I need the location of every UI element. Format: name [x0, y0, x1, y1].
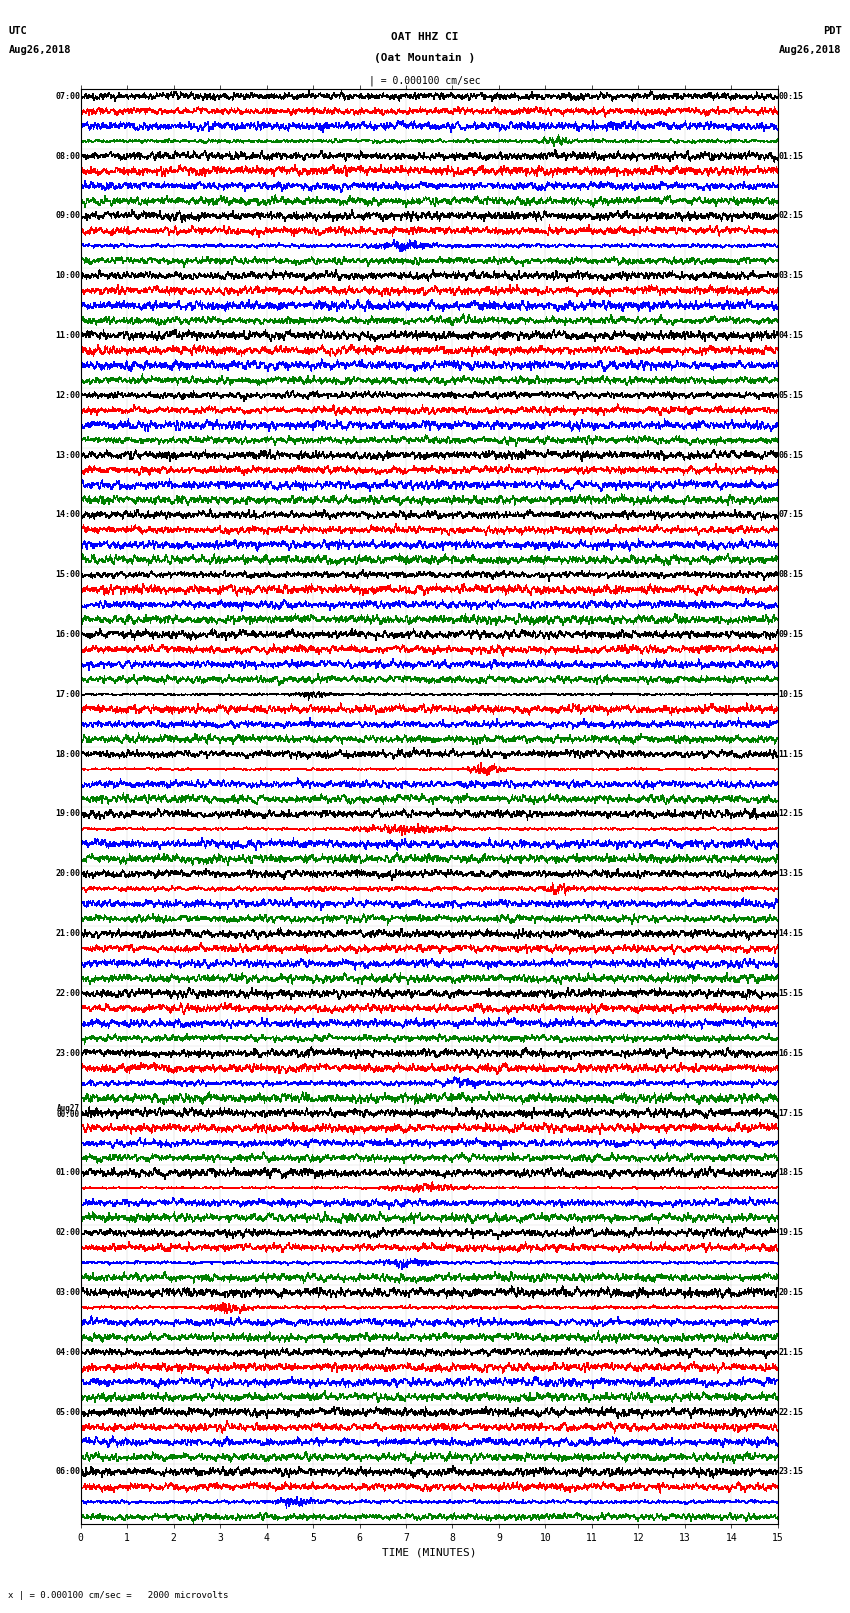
Text: 09:15: 09:15 [779, 631, 803, 639]
Text: OAT HHZ CI: OAT HHZ CI [391, 32, 459, 42]
Text: 07:00: 07:00 [55, 92, 80, 100]
Text: 16:15: 16:15 [779, 1048, 803, 1058]
Text: 08:00: 08:00 [55, 152, 80, 161]
Text: 20:00: 20:00 [55, 869, 80, 879]
Text: Aug26,2018: Aug26,2018 [8, 45, 71, 55]
Text: 10:00: 10:00 [55, 271, 80, 281]
Text: 08:15: 08:15 [779, 571, 803, 579]
Text: 11:00: 11:00 [55, 331, 80, 340]
Text: 03:00: 03:00 [55, 1289, 80, 1297]
Text: 23:00: 23:00 [55, 1048, 80, 1058]
Text: 01:15: 01:15 [779, 152, 803, 161]
Text: 05:00: 05:00 [55, 1408, 80, 1416]
Text: 02:00: 02:00 [55, 1227, 80, 1237]
Text: 17:15: 17:15 [779, 1108, 803, 1118]
Text: 04:15: 04:15 [779, 331, 803, 340]
Text: x | = 0.000100 cm/sec =   2000 microvolts: x | = 0.000100 cm/sec = 2000 microvolts [8, 1590, 229, 1600]
Text: 02:15: 02:15 [779, 211, 803, 221]
Text: 22:00: 22:00 [55, 989, 80, 998]
Text: 04:00: 04:00 [55, 1348, 80, 1357]
Text: 06:15: 06:15 [779, 450, 803, 460]
Text: 12:00: 12:00 [55, 390, 80, 400]
Text: 00:00: 00:00 [57, 1110, 80, 1119]
Text: 14:15: 14:15 [779, 929, 803, 939]
Text: 05:15: 05:15 [779, 390, 803, 400]
Text: 15:00: 15:00 [55, 571, 80, 579]
Text: 10:15: 10:15 [779, 690, 803, 698]
Text: 21:15: 21:15 [779, 1348, 803, 1357]
Text: 21:00: 21:00 [55, 929, 80, 939]
Text: 22:15: 22:15 [779, 1408, 803, 1416]
Text: 13:00: 13:00 [55, 450, 80, 460]
Text: 14:00: 14:00 [55, 510, 80, 519]
Text: 19:15: 19:15 [779, 1227, 803, 1237]
Text: 17:00: 17:00 [55, 690, 80, 698]
Text: Aug27: Aug27 [57, 1103, 80, 1113]
Text: PDT: PDT [823, 26, 842, 35]
Text: 18:15: 18:15 [779, 1168, 803, 1177]
Text: 00:15: 00:15 [779, 92, 803, 100]
Text: 11:15: 11:15 [779, 750, 803, 758]
Text: 12:15: 12:15 [779, 810, 803, 818]
Text: (Oat Mountain ): (Oat Mountain ) [374, 53, 476, 63]
Text: 16:00: 16:00 [55, 631, 80, 639]
Text: 19:00: 19:00 [55, 810, 80, 818]
Text: 20:15: 20:15 [779, 1289, 803, 1297]
Text: | = 0.000100 cm/sec: | = 0.000100 cm/sec [369, 76, 481, 87]
Text: 15:15: 15:15 [779, 989, 803, 998]
X-axis label: TIME (MINUTES): TIME (MINUTES) [382, 1547, 477, 1558]
Text: 09:00: 09:00 [55, 211, 80, 221]
Text: 06:00: 06:00 [55, 1468, 80, 1476]
Text: 23:15: 23:15 [779, 1468, 803, 1476]
Text: 13:15: 13:15 [779, 869, 803, 879]
Text: UTC: UTC [8, 26, 27, 35]
Text: 18:00: 18:00 [55, 750, 80, 758]
Text: Aug26,2018: Aug26,2018 [779, 45, 842, 55]
Text: 07:15: 07:15 [779, 510, 803, 519]
Text: 01:00: 01:00 [55, 1168, 80, 1177]
Text: 03:15: 03:15 [779, 271, 803, 281]
